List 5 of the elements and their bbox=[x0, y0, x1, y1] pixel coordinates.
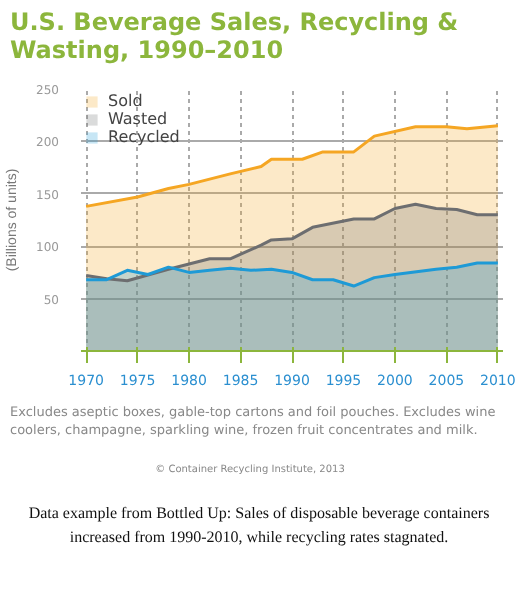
chart-title: U.S. Beverage Sales, Recycling & Wasting, 1990–2010 bbox=[10, 8, 461, 66]
legend-label: Recycled bbox=[108, 127, 180, 146]
legend-label: Sold bbox=[108, 91, 145, 110]
text: Data example from Bottled Up: Sales of disposable beverage containers increased from 1990-2010, while recycling rates stagnated. bbox=[26, 502, 492, 549]
legend-label: Wasted bbox=[108, 109, 168, 128]
